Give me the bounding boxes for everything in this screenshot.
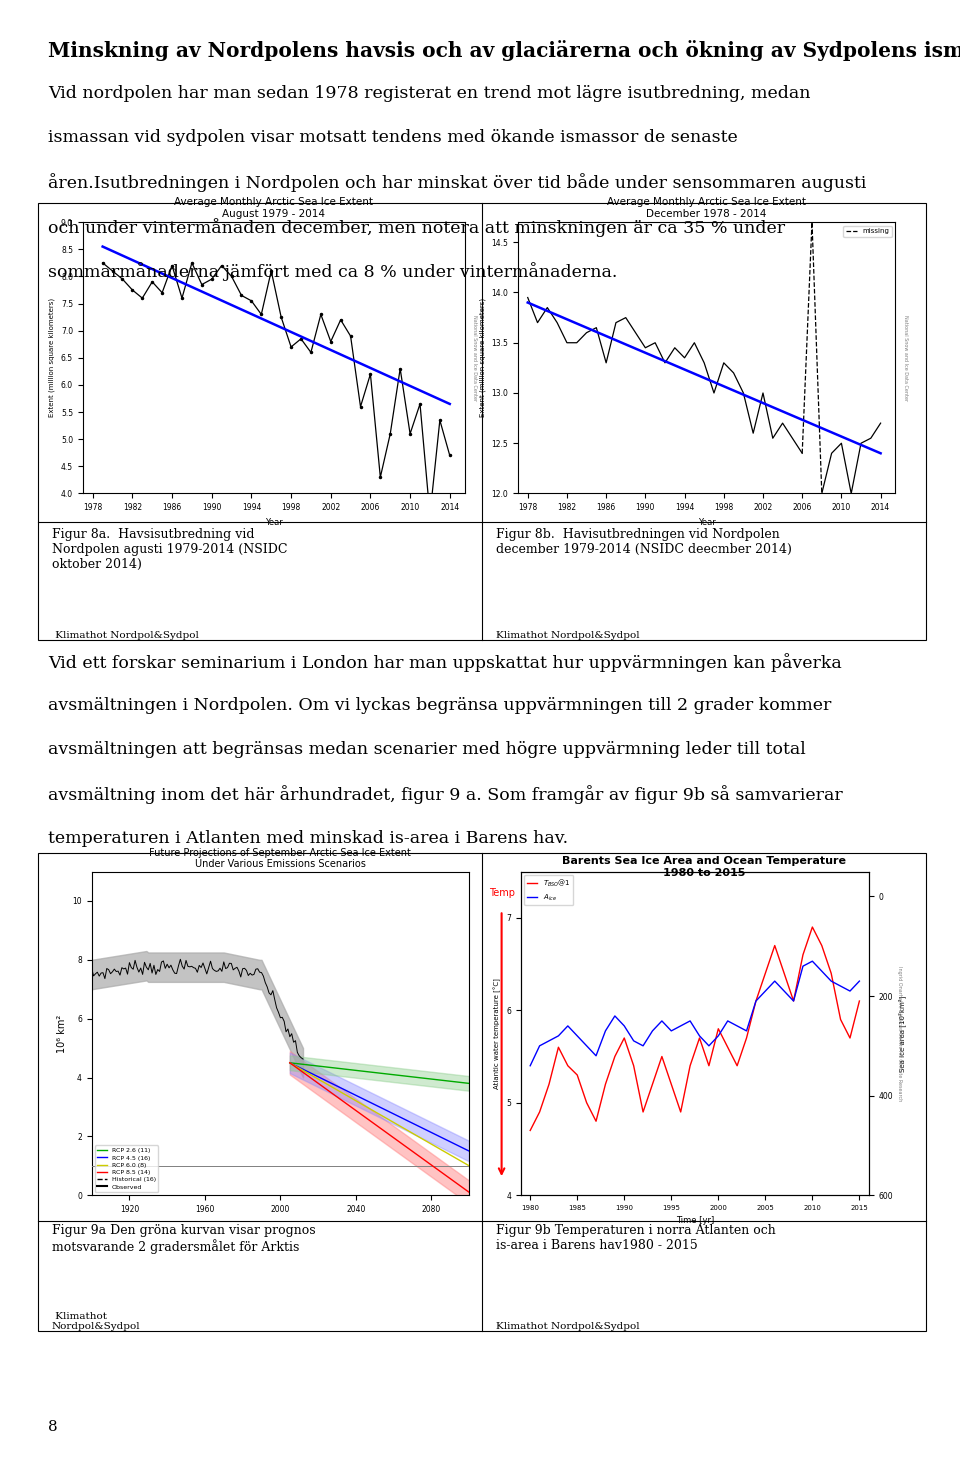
Title: Future Projections of September Arctic Sea Ice Extent
Under Various Emissions Sc: Future Projections of September Arctic S… bbox=[150, 847, 411, 869]
Text: National Snow and Ice Data Center: National Snow and Ice Data Center bbox=[472, 315, 477, 402]
Y-axis label: Atlantic water temperature [°C]: Atlantic water temperature [°C] bbox=[493, 978, 501, 1089]
Text: sommarmånaderna jämfört med ca 8 % under vintermånaderna.: sommarmånaderna jämfört med ca 8 % under… bbox=[48, 262, 617, 281]
Text: Temp: Temp bbox=[489, 888, 515, 897]
Text: temperaturen i Atlanten med minskad is-area i Barens hav.: temperaturen i Atlanten med minskad is-a… bbox=[48, 830, 568, 847]
X-axis label: Year: Year bbox=[265, 518, 282, 527]
Text: Barents Sea Ice Area and Ocean Temperature
1980 to 2015: Barents Sea Ice Area and Ocean Temperatu… bbox=[563, 856, 847, 878]
Text: Minskning av Nordpolens havsis och av glaciärerna och ökning av Sydpolens ismäng: Minskning av Nordpolens havsis och av gl… bbox=[48, 40, 960, 60]
Text: och under vintermånaden december, men notera att minskningen är ca 35 % under: och under vintermånaden december, men no… bbox=[48, 218, 785, 237]
Text: Klimathot Nordpol&Sydpol: Klimathot Nordpol&Sydpol bbox=[52, 631, 199, 640]
Text: Figur 8b.  Havisutbredningen vid Nordpolen
december 1979-2014 (NSIDC deecmber 20: Figur 8b. Havisutbredningen vid Nordpole… bbox=[495, 528, 792, 556]
Text: Figur 9a Den gröna kurvan visar prognos
motsvarande 2 gradersmålet för Arktis: Figur 9a Den gröna kurvan visar prognos … bbox=[52, 1224, 315, 1255]
Legend: missing: missing bbox=[844, 225, 892, 237]
Text: Ingrid Onarheim, Bjerknes Centre for Climate Research: Ingrid Onarheim, Bjerknes Centre for Cli… bbox=[897, 966, 901, 1100]
Text: National Snow and Ice Data Center: National Snow and Ice Data Center bbox=[902, 315, 908, 402]
Text: 8: 8 bbox=[48, 1420, 58, 1434]
X-axis label: Time [yr]: Time [yr] bbox=[676, 1217, 714, 1225]
Text: Vid nordpolen har man sedan 1978 registerat en trend mot lägre isutbredning, med: Vid nordpolen har man sedan 1978 registe… bbox=[48, 85, 810, 103]
X-axis label: Year: Year bbox=[698, 518, 715, 527]
Legend: $T_{BSO}$@1, $A_{ice}$: $T_{BSO}$@1, $A_{ice}$ bbox=[524, 875, 573, 906]
Text: avsmältning inom det här århundradet, figur 9 a. Som framgår av figur 9b så samv: avsmältning inom det här århundradet, fi… bbox=[48, 786, 843, 805]
Legend: RCP 2.6 (11), RCP 4.5 (16), RCP 6.0 (8), RCP 8.5 (14), Historical (16), Observed: RCP 2.6 (11), RCP 4.5 (16), RCP 6.0 (8),… bbox=[95, 1146, 158, 1192]
Y-axis label: Extent (million square kilometers): Extent (million square kilometers) bbox=[479, 299, 486, 418]
Text: Figur 8a.  Havsisutbredning vid
Nordpolen agusti 1979-2014 (NSIDC
oktober 2014): Figur 8a. Havsisutbredning vid Nordpolen… bbox=[52, 528, 287, 571]
Text: Figur 9b Temperaturen i norra Atlanten och
is-area i Barens hav1980 - 2015: Figur 9b Temperaturen i norra Atlanten o… bbox=[495, 1224, 776, 1252]
Y-axis label: Extent (million square kilometers): Extent (million square kilometers) bbox=[49, 299, 56, 418]
Text: Klimathot Nordpol&Sydpol: Klimathot Nordpol&Sydpol bbox=[495, 621, 639, 640]
Text: Klimathot Nordpol&Sydpol: Klimathot Nordpol&Sydpol bbox=[495, 1312, 639, 1331]
Title: Average Monthly Arctic Sea Ice Extent
December 1978 - 2014: Average Monthly Arctic Sea Ice Extent De… bbox=[607, 197, 806, 219]
Y-axis label: Sea ice area [10²km²]: Sea ice area [10²km²] bbox=[899, 996, 906, 1071]
Text: avsmältningen att begränsas medan scenarier med högre uppvärmning leder till tot: avsmältningen att begränsas medan scenar… bbox=[48, 741, 805, 759]
Title: Average Monthly Arctic Sea Ice Extent
August 1979 - 2014: Average Monthly Arctic Sea Ice Extent Au… bbox=[174, 197, 373, 219]
Text: åren.Isutbredningen i Nordpolen och har minskat över tid både under sensommaren : åren.Isutbredningen i Nordpolen och har … bbox=[48, 174, 866, 193]
Text: Klimathot
Nordpol&Sydpol: Klimathot Nordpol&Sydpol bbox=[52, 1312, 140, 1331]
Text: Vid ett forskar seminarium i London har man uppskattat hur uppvärmningen kan påv: Vid ett forskar seminarium i London har … bbox=[48, 653, 842, 672]
Text: ismassan vid sydpolen visar motsatt tendens med ökande ismassor de senaste: ismassan vid sydpolen visar motsatt tend… bbox=[48, 129, 737, 147]
Y-axis label: 10⁶ km²: 10⁶ km² bbox=[57, 1014, 67, 1053]
Text: avsmältningen i Nordpolen. Om vi lyckas begränsa uppvärmningen till 2 grader kom: avsmältningen i Nordpolen. Om vi lyckas … bbox=[48, 697, 831, 715]
